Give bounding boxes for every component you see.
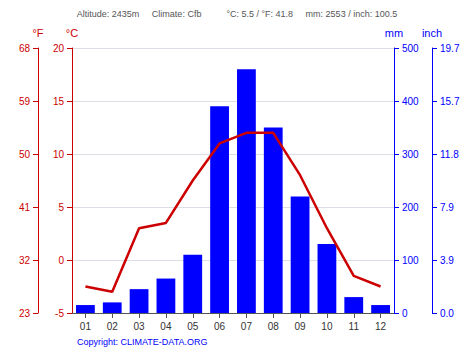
svg-text:04: 04 — [160, 321, 172, 332]
svg-text:02: 02 — [107, 321, 119, 332]
svg-text:0: 0 — [402, 308, 408, 319]
svg-text:inch: inch — [422, 27, 442, 39]
svg-text:59: 59 — [19, 96, 31, 107]
svg-text:12: 12 — [375, 321, 387, 332]
svg-text:10: 10 — [53, 149, 65, 160]
svg-text:05: 05 — [187, 321, 199, 332]
svg-text:200: 200 — [402, 202, 419, 213]
svg-text:10: 10 — [321, 321, 333, 332]
svg-text:19.7: 19.7 — [440, 43, 460, 54]
svg-text:°F: °F — [32, 27, 43, 39]
svg-text:06: 06 — [214, 321, 226, 332]
svg-text:100: 100 — [402, 255, 419, 266]
svg-text:-5: -5 — [55, 308, 64, 319]
svg-text:Altitude: 2435m Climate: C: Altitude: 2435m Climate: Cfb °C: 5.5 / °… — [77, 9, 397, 19]
svg-text:0.0: 0.0 — [440, 308, 454, 319]
svg-text:41: 41 — [19, 202, 31, 213]
svg-text:Copyright: CLIMATE-DATA.ORG: Copyright: CLIMATE-DATA.ORG — [77, 337, 208, 347]
svg-text:400: 400 — [402, 96, 419, 107]
svg-text:mm: mm — [385, 27, 403, 39]
svg-text:68: 68 — [19, 43, 31, 54]
svg-text:7.9: 7.9 — [440, 202, 454, 213]
svg-text:01: 01 — [80, 321, 92, 332]
svg-text:0: 0 — [58, 255, 64, 266]
svg-text:3.9: 3.9 — [440, 255, 454, 266]
svg-text:20: 20 — [53, 43, 65, 54]
svg-text:50: 50 — [19, 149, 31, 160]
svg-text:11.8: 11.8 — [440, 149, 459, 160]
svg-text:08: 08 — [268, 321, 280, 332]
svg-text:23: 23 — [19, 308, 31, 319]
svg-text:°C: °C — [66, 27, 78, 39]
svg-text:5: 5 — [58, 202, 64, 213]
svg-text:15.7: 15.7 — [440, 96, 460, 107]
svg-text:500: 500 — [402, 43, 419, 54]
svg-text:03: 03 — [134, 321, 146, 332]
svg-text:32: 32 — [19, 255, 31, 266]
svg-text:07: 07 — [241, 321, 253, 332]
svg-text:15: 15 — [53, 96, 65, 107]
svg-text:09: 09 — [295, 321, 307, 332]
svg-text:300: 300 — [402, 149, 419, 160]
svg-text:11: 11 — [349, 321, 360, 332]
